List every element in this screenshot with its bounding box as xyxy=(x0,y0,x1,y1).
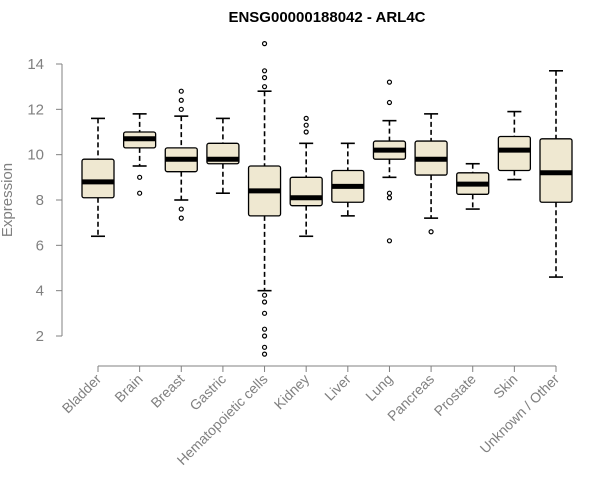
boxes xyxy=(81,40,573,357)
y-tick-label: 14 xyxy=(27,56,44,73)
outlier-point xyxy=(386,190,393,196)
iqr-box xyxy=(81,158,115,199)
outlier-point xyxy=(261,40,268,47)
outlier-point xyxy=(303,115,309,122)
x-tick-label: Unknown / Other xyxy=(477,371,563,457)
box-group xyxy=(331,142,365,217)
x-tick-label: Bladder xyxy=(59,371,105,417)
box-group xyxy=(81,117,115,238)
outlier-point xyxy=(303,122,309,128)
box-group xyxy=(206,117,240,194)
box-group xyxy=(289,115,323,238)
box-group xyxy=(164,88,198,221)
box-group xyxy=(122,113,157,196)
x-tick-label: Kidney xyxy=(271,371,313,413)
outlier-point xyxy=(386,99,393,106)
outlier-point xyxy=(261,344,268,350)
y-tick-label: 2 xyxy=(36,328,44,345)
x-tick-label: Brain xyxy=(111,371,145,405)
outlier-point xyxy=(261,351,268,357)
box-group xyxy=(539,70,573,278)
x-tick-label: Liver xyxy=(321,371,354,404)
outlier-point xyxy=(261,326,268,332)
outlier-point xyxy=(303,129,309,135)
iqr-box xyxy=(497,135,532,172)
y-tick-label: 8 xyxy=(36,192,44,209)
outlier-point xyxy=(261,299,268,305)
outlier-point xyxy=(428,229,434,235)
y-tick-label: 4 xyxy=(36,283,44,300)
outlier-point xyxy=(261,84,268,90)
x-tick-label: Skin xyxy=(490,371,521,402)
y-tick-label: 10 xyxy=(27,147,44,164)
y-tick-label: 6 xyxy=(36,237,44,254)
chart-title: ENSG00000188042 - ARL4C xyxy=(228,9,425,26)
x-tick-label: Prostate xyxy=(431,371,479,419)
outlier-point xyxy=(137,174,143,180)
outlier-point xyxy=(386,238,393,244)
outlier-point xyxy=(178,106,184,112)
outlier-point xyxy=(261,292,268,298)
outlier-point xyxy=(178,97,184,103)
box-group xyxy=(414,113,448,235)
outlier-point xyxy=(386,79,393,85)
box-group xyxy=(497,110,532,181)
y-ticks: 2 4 6 8 10 12 14 xyxy=(27,56,62,345)
outlier-point xyxy=(386,195,393,201)
iqr-box xyxy=(289,176,323,207)
y-axis-label: Expression xyxy=(0,163,16,237)
outlier-point xyxy=(178,206,184,212)
outlier-point xyxy=(178,215,184,221)
box-group xyxy=(456,162,490,210)
box-group xyxy=(247,40,282,357)
outlier-point xyxy=(261,68,268,74)
outlier-point xyxy=(261,333,268,339)
outlier-point xyxy=(261,310,268,316)
x-tick-label: Lung xyxy=(362,371,395,404)
x-tick-label: Breast xyxy=(147,371,187,411)
outlier-point xyxy=(178,88,184,94)
box-group xyxy=(372,79,407,244)
outlier-point xyxy=(261,74,268,81)
outlier-point xyxy=(137,190,143,196)
y-tick-label: 12 xyxy=(27,101,44,118)
